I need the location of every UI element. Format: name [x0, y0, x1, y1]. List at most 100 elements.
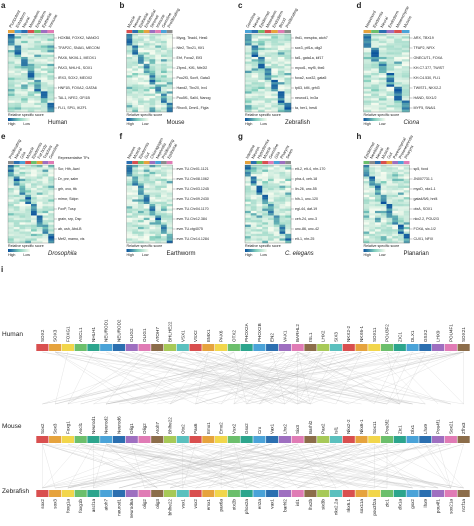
heatmap-cell — [155, 176, 162, 179]
heatmap-cell — [34, 79, 42, 83]
heatmap-cell — [8, 75, 15, 78]
heatmap-cell — [258, 34, 265, 37]
heatmap-cell — [126, 40, 133, 44]
heatmap-cell — [380, 181, 387, 184]
heatmap-cell — [132, 91, 139, 94]
heatmap-cell — [245, 70, 252, 74]
heatmap-cell — [155, 201, 162, 205]
heatmap-cell — [149, 109, 156, 113]
heatmap-cell — [126, 231, 133, 235]
heatmap-cell — [40, 77, 48, 81]
heatmap-cell — [132, 100, 139, 104]
heatmap-cell — [262, 220, 269, 223]
heatmap-cell — [19, 226, 26, 230]
gene-box — [49, 344, 62, 351]
heatmap-cell — [155, 178, 162, 182]
heatmap-cell — [398, 183, 404, 186]
heatmap-cell — [14, 82, 22, 85]
heatmap-cell — [392, 171, 399, 175]
heatmap-cell — [279, 217, 286, 221]
gene-name: Sox3 — [53, 423, 58, 434]
heatmap-cell — [132, 176, 139, 179]
heatmap-cell — [403, 222, 410, 225]
heatmap-cell — [149, 183, 156, 186]
heatmap-cell — [371, 52, 380, 55]
heatmap-cell — [369, 231, 376, 235]
gene-name: OLIG1 — [142, 328, 147, 342]
heatmap-cell — [126, 167, 133, 170]
gene-name: Neurod2 — [104, 416, 109, 434]
heatmap-cell — [8, 47, 15, 51]
heatmap-cell — [42, 176, 49, 179]
heatmap-cell — [369, 176, 376, 179]
heatmap-cell — [363, 199, 370, 202]
gene-box — [444, 490, 457, 497]
heatmap-cell — [264, 54, 272, 58]
heatmap-cell — [258, 38, 265, 42]
heatmap-cell — [369, 185, 376, 189]
heatmap-cell — [386, 165, 393, 168]
heatmap-cell — [394, 50, 403, 53]
heatmap-cell — [14, 89, 22, 92]
heatmap-cell — [47, 82, 55, 85]
heatmap-cell — [271, 38, 279, 42]
heatmap-cell — [378, 52, 387, 55]
heatmap-cell — [363, 40, 372, 44]
heatmap-cell — [34, 66, 42, 69]
heatmap-cell — [375, 199, 381, 202]
heatmap-cell — [386, 187, 393, 191]
gene-label: tal1, gata1a, klf17 — [295, 56, 323, 60]
heatmap-cell — [386, 86, 395, 90]
heatmap-cell — [378, 45, 387, 48]
gene-box — [227, 344, 240, 351]
heatmap-cell — [161, 45, 167, 48]
legend-high: High — [245, 253, 252, 257]
ortholog-link — [169, 351, 209, 405]
heatmap-cell — [369, 197, 376, 200]
heatmap-cell — [138, 174, 144, 177]
gene-name: sox21a — [448, 499, 453, 514]
ortholog-link — [55, 351, 69, 405]
heatmap-cell — [27, 63, 35, 67]
heatmap-cell — [13, 238, 20, 241]
heatmap-cell — [132, 199, 139, 202]
heatmap-cell — [13, 224, 20, 228]
heatmap-cell — [143, 238, 150, 241]
heatmap-cell — [371, 89, 380, 92]
heatmap-cell — [166, 56, 173, 60]
heatmap-cell — [48, 190, 55, 193]
heatmap-cell — [375, 187, 381, 191]
heatmap-cell — [8, 215, 14, 218]
heatmap-cell — [34, 52, 42, 55]
heatmap-cell — [285, 240, 292, 244]
heatmap-cell — [369, 201, 376, 205]
heatmap-cell — [25, 197, 32, 200]
heatmap-cell — [34, 105, 42, 108]
column-label: Pharynx — [403, 144, 414, 159]
heatmap-cell — [19, 238, 26, 241]
legend-low: Low — [260, 122, 267, 126]
column-label: Immune — [155, 13, 167, 29]
heatmap-cell — [394, 86, 403, 90]
heatmap-cell — [138, 75, 144, 78]
heatmap-cell — [8, 43, 15, 46]
heatmap-cell — [143, 84, 150, 87]
heatmap-cell — [256, 192, 263, 196]
heatmap-cell — [250, 233, 257, 237]
heatmap-cell — [40, 84, 48, 87]
heatmap-cell — [251, 52, 259, 55]
heatmap-cell — [279, 224, 286, 228]
heatmap-cell — [363, 192, 370, 196]
heatmap-cell — [277, 59, 285, 62]
gene-label: CUX1, NFIX — [414, 237, 434, 241]
heatmap-cell — [258, 100, 265, 104]
gene-name: Emx1 — [206, 422, 211, 434]
gene-box — [278, 490, 291, 497]
gene-name: Pax6 — [193, 423, 198, 434]
heatmap-cell — [19, 213, 26, 216]
heatmap-cell — [143, 54, 150, 58]
heatmap-cell — [245, 165, 251, 168]
heatmap-cell — [363, 86, 372, 90]
heatmap-cell — [371, 79, 380, 83]
gene-box — [304, 344, 317, 351]
